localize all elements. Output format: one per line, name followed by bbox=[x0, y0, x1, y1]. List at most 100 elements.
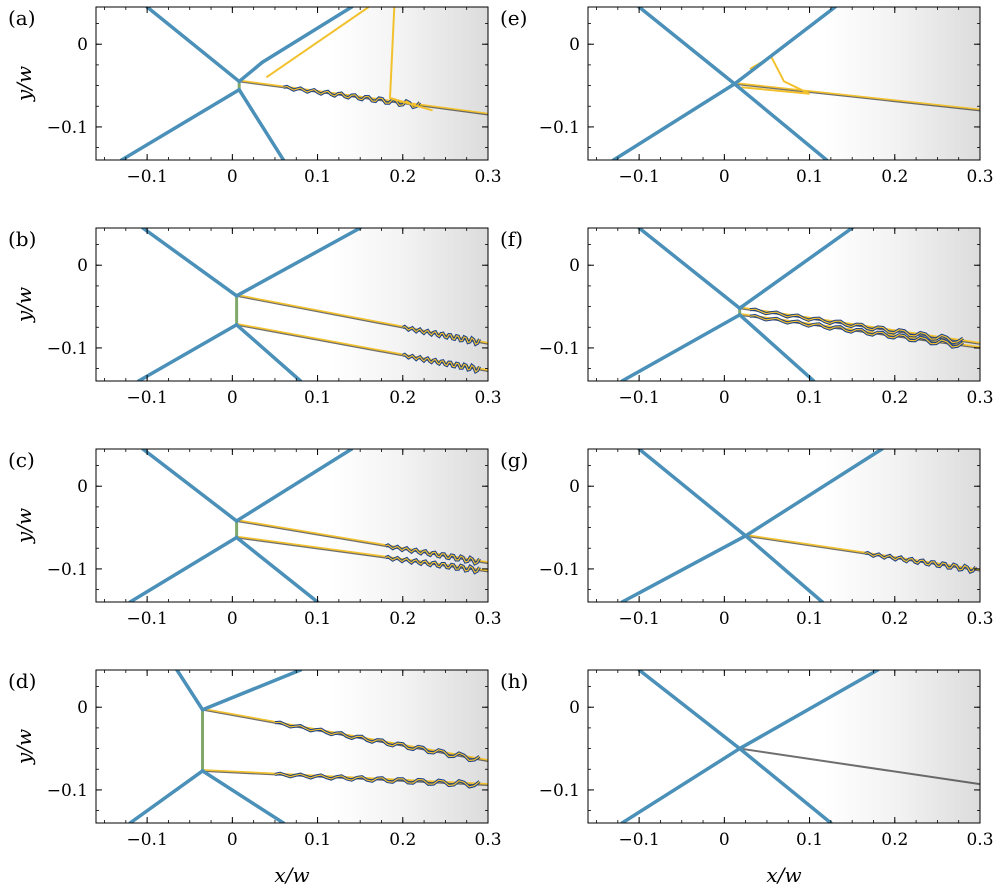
x-tick-label: 0.3 bbox=[966, 388, 993, 408]
panel-h: −0.1 0 0.1 0.2 0.3 0 −0.1 bbox=[539, 669, 994, 850]
contour bbox=[265, 7, 370, 79]
panel-background bbox=[588, 670, 980, 823]
vortex-contour bbox=[402, 325, 481, 346]
x-tick-label: 0.1 bbox=[796, 830, 823, 850]
panel-b: −0.1 0 0.1 0.2 0.3 0 −0.1 bbox=[47, 227, 502, 408]
shock-line bbox=[234, 228, 362, 298]
y-tick-label: −0.1 bbox=[539, 781, 580, 801]
slip-line bbox=[734, 82, 980, 112]
panel-background bbox=[96, 670, 488, 823]
shock-line bbox=[620, 534, 748, 602]
x-tick-label: 0.2 bbox=[881, 830, 908, 850]
shock-line bbox=[200, 769, 286, 823]
panel-label: (a) bbox=[8, 6, 36, 30]
vortex-contour bbox=[274, 721, 480, 762]
y-tick-label: −0.1 bbox=[539, 339, 580, 359]
shock-line bbox=[737, 228, 854, 310]
x-tick-label: 0.2 bbox=[389, 609, 416, 629]
x-tick-label: 0.1 bbox=[796, 388, 823, 408]
vortex-contour bbox=[402, 353, 481, 373]
contour-line bbox=[734, 82, 980, 111]
y-tick-label: −0.1 bbox=[47, 781, 88, 801]
axes-frame bbox=[95, 6, 489, 161]
x-tick-label: 0.3 bbox=[966, 167, 993, 187]
x-tick-label: 0 bbox=[719, 167, 730, 187]
vortex-contour bbox=[385, 555, 481, 574]
slip-line bbox=[739, 747, 980, 786]
shock-line bbox=[237, 60, 264, 84]
x-tick-label: 0 bbox=[719, 388, 730, 408]
x-tick-label: 0.2 bbox=[881, 388, 908, 408]
x-tick-label: −0.1 bbox=[618, 830, 659, 850]
panel-label: (e) bbox=[500, 6, 527, 30]
x-tick-label: 0.3 bbox=[474, 609, 501, 629]
y-axis-label: y/w bbox=[12, 508, 36, 544]
x-tick-label: −0.1 bbox=[126, 609, 167, 629]
shock-line bbox=[637, 228, 742, 310]
axes-frame bbox=[95, 227, 489, 382]
x-tick-label: 0 bbox=[227, 167, 238, 187]
shock-line bbox=[620, 313, 742, 381]
x-tick-label: 0 bbox=[227, 388, 238, 408]
panel-background bbox=[96, 7, 488, 160]
shock-line bbox=[737, 670, 880, 751]
y-tick-label: −0.1 bbox=[47, 339, 88, 359]
x-tick-label: −0.1 bbox=[126, 167, 167, 187]
shock-line bbox=[260, 7, 354, 65]
y-axis-label: y/w bbox=[12, 729, 36, 765]
shock-line bbox=[128, 535, 239, 602]
shock-line bbox=[611, 82, 737, 160]
panel-background bbox=[96, 449, 488, 602]
x-tick-label: 0.2 bbox=[389, 830, 416, 850]
x-axis-label: x/w bbox=[766, 863, 801, 887]
shock-line bbox=[141, 449, 239, 523]
shock-line bbox=[234, 449, 354, 523]
x-tick-label: 0 bbox=[227, 609, 238, 629]
shock-line bbox=[732, 82, 829, 160]
x-tick-label: 0.1 bbox=[796, 609, 823, 629]
x-tick-label: −0.1 bbox=[618, 609, 659, 629]
vortex-contour bbox=[274, 772, 480, 788]
y-tick-label: 0 bbox=[569, 256, 580, 276]
panel-a: −0.1 0 0.1 0.2 0.3 0 −0.1 bbox=[47, 6, 502, 187]
y-tick-label: −0.1 bbox=[539, 118, 580, 138]
y-tick-label: 0 bbox=[77, 35, 88, 55]
x-tick-label: 0 bbox=[227, 830, 238, 850]
panel-background bbox=[588, 449, 980, 602]
shock-line bbox=[620, 746, 742, 823]
panel-label: (d) bbox=[8, 669, 36, 693]
shock-line bbox=[737, 746, 833, 823]
y-tick-label: 0 bbox=[77, 256, 88, 276]
shock-line bbox=[128, 769, 205, 823]
x-tick-label: −0.1 bbox=[126, 830, 167, 850]
contour-line bbox=[236, 294, 488, 344]
x-tick-label: −0.1 bbox=[126, 388, 167, 408]
x-tick-label: 0.2 bbox=[389, 388, 416, 408]
contour bbox=[388, 7, 433, 112]
shock-line bbox=[743, 449, 884, 538]
x-tick-label: 0 bbox=[719, 609, 730, 629]
shock-line bbox=[637, 449, 748, 538]
panel-background bbox=[96, 228, 488, 381]
panel-label: (c) bbox=[8, 448, 35, 472]
panel-f: −0.1 0 0.1 0.2 0.3 0 −0.1 bbox=[539, 227, 994, 408]
contour-line bbox=[236, 322, 488, 371]
shock-line bbox=[743, 534, 825, 602]
y-tick-label: −0.1 bbox=[47, 560, 88, 580]
panel-d: −0.1 0 0.1 0.2 0.3 0 −0.1 bbox=[47, 669, 502, 850]
shock-line bbox=[141, 228, 239, 298]
shock-line bbox=[200, 670, 303, 712]
axes-frame bbox=[587, 6, 981, 161]
x-tick-label: 0.3 bbox=[966, 609, 993, 629]
y-tick-label: 0 bbox=[569, 477, 580, 497]
x-tick-label: 0.3 bbox=[474, 167, 501, 187]
vortex-contour bbox=[749, 308, 964, 344]
y-tick-label: 0 bbox=[77, 698, 88, 718]
x-tick-label: 0.3 bbox=[966, 830, 993, 850]
x-tick-label: 0.3 bbox=[474, 388, 501, 408]
y-axis-label: y/w bbox=[12, 287, 36, 323]
shock-line bbox=[136, 323, 239, 381]
x-tick-label: 0.2 bbox=[881, 167, 908, 187]
x-tick-label: 0.1 bbox=[304, 388, 331, 408]
